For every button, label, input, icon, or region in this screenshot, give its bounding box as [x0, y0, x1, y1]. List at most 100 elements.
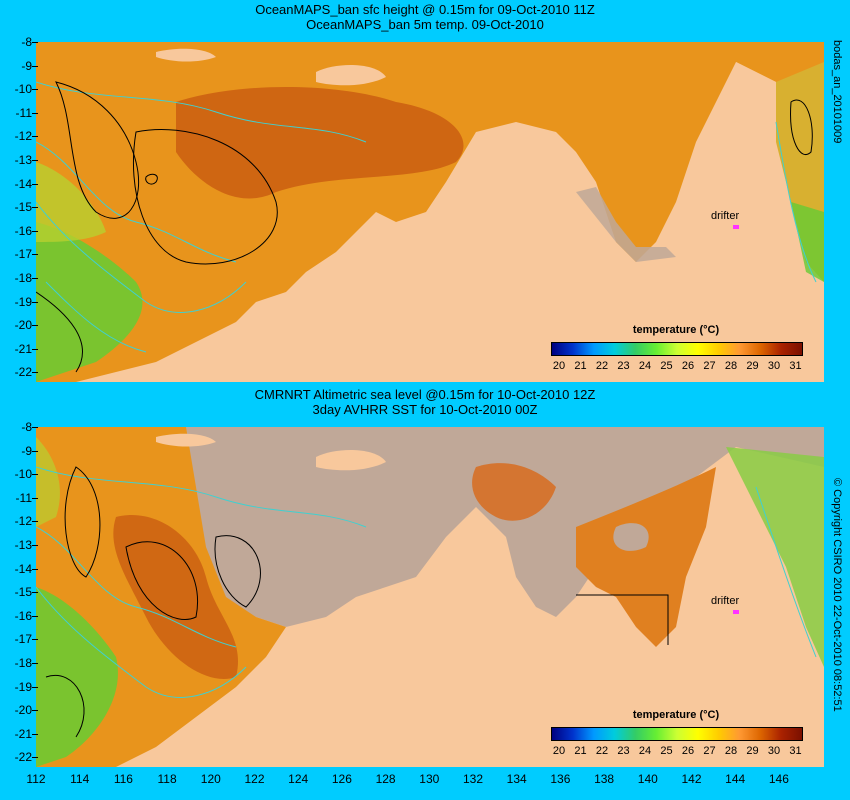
bottom-colorbar-labels: 20 21 22 23 24 25 26 27 28 29 30 31 — [551, 745, 803, 759]
colorbar-tick-label: 25 — [660, 360, 673, 372]
bottom-gulf-nodata — [613, 523, 649, 551]
bottom-ytick-label: -11 — [0, 492, 38, 504]
bottom-east-sea — [726, 447, 824, 667]
top-title-2: OceanMAPS_ban 5m temp. 09-Oct-2010 — [306, 17, 544, 32]
colorbar-tick-label: 31 — [789, 360, 802, 372]
bottom-colorbar — [551, 727, 803, 741]
bottom-map-graphic — [36, 427, 824, 767]
colorbar-tick-label: 22 — [595, 360, 609, 372]
bottom-island-1 — [316, 450, 386, 471]
top-black-contours — [36, 81, 813, 373]
bottom-ocean-cool-sw — [36, 587, 118, 767]
top-ytick-label: -12 — [0, 130, 38, 142]
bottom-ytick-label: -19 — [0, 681, 38, 693]
xtick-label: 144 — [725, 772, 746, 786]
bottom-ytick-label: -20 — [0, 704, 38, 716]
top-map-graphic — [36, 42, 824, 382]
xtick-label: 126 — [331, 772, 352, 786]
bottom-ocean-warm — [113, 515, 239, 679]
top-ytick-label: -10 — [0, 83, 38, 95]
top-ytick-label: -19 — [0, 296, 38, 308]
colorbar-tick-label: 27 — [703, 745, 716, 757]
bottom-ytick-label: -10 — [0, 468, 38, 480]
bottom-ytick-label: -15 — [0, 586, 38, 598]
xtick-label: 112 — [26, 772, 46, 786]
colorbar-tick-label: 31 — [789, 745, 802, 757]
colorbar-tick-label: 29 — [746, 745, 759, 757]
xtick-label: 122 — [244, 772, 265, 786]
xtick-label: 146 — [768, 772, 789, 786]
colorbar-tick-label: 23 — [617, 360, 630, 372]
xtick-label: 120 — [200, 772, 221, 786]
top-drifter-marker[interactable] — [733, 225, 739, 229]
top-island-2 — [156, 48, 216, 62]
top-ytick-label: -9 — [0, 60, 38, 72]
colorbar-tick-label: 26 — [681, 745, 695, 757]
xtick-label: 142 — [681, 772, 702, 786]
top-colorbar-labels: 20 21 22 23 24 25 26 27 28 29 30 31 — [551, 360, 803, 374]
top-drifter-label: drifter — [711, 210, 740, 222]
bottom-drifter-marker[interactable] — [733, 610, 739, 614]
top-island-3 — [736, 62, 776, 142]
top-ytick-label: -14 — [0, 178, 38, 190]
top-colorbar — [551, 342, 803, 356]
bottom-ytick-label: -21 — [0, 728, 38, 740]
colorbar-tick-label: 20 — [552, 360, 566, 372]
colorbar-tick-label: 21 — [574, 360, 587, 372]
bottom-black-contours — [45, 466, 669, 738]
xtick-label: 138 — [594, 772, 615, 786]
colorbar-tick-label: 24 — [638, 360, 652, 372]
bottom-legend-title: temperature (°C) — [632, 709, 720, 721]
bottom-drifter-label: drifter — [711, 595, 740, 607]
colorbar-tick-label: 21 — [574, 745, 587, 757]
top-ocean-cool-w — [36, 162, 106, 242]
colorbar-tick-label: 22 — [595, 745, 609, 757]
top-ocean-cool-sw — [36, 222, 143, 382]
top-cyan-contours — [36, 81, 817, 353]
bottom-title-1: CMRNRT Altimetric sea level @0.15m for 1… — [254, 387, 596, 402]
colorbar-tick-label: 30 — [767, 745, 781, 757]
bottom-ytick-label: -13 — [0, 539, 38, 551]
bottom-map-panel[interactable]: drifter temperature (°C) 20 21 22 23 24 25 26 2… — [36, 427, 824, 767]
bottom-strait-sst — [472, 463, 556, 521]
top-ocean-warm-core — [176, 87, 464, 199]
top-ytick-label: -15 — [0, 201, 38, 213]
xtick-label: 124 — [288, 772, 309, 786]
colorbar-tick-label: 25 — [660, 745, 673, 757]
bottom-ytick-label: -12 — [0, 515, 38, 527]
top-ytick-label: -22 — [0, 366, 38, 378]
colorbar-tick-label: 20 — [552, 745, 566, 757]
colorbar-tick-label: 24 — [638, 745, 652, 757]
bottom-ytick-label: -18 — [0, 657, 38, 669]
xtick-label: 132 — [462, 772, 484, 786]
bottom-ocean-cool-n — [36, 437, 60, 527]
bottom-gulf-sst — [576, 467, 716, 647]
xtick-label: 114 — [70, 772, 90, 786]
top-ocean-east-green — [791, 202, 824, 282]
top-legend-title: temperature (°C) — [632, 324, 720, 336]
xtick-label: 118 — [157, 772, 177, 786]
colorbar-tick-label: 28 — [724, 360, 738, 372]
top-ytick-label: -20 — [0, 319, 38, 331]
top-island-1 — [316, 65, 386, 86]
top-ytick-label: -11 — [0, 107, 38, 119]
colorbar-tick-label: 30 — [767, 360, 781, 372]
top-ytick-label: -16 — [0, 225, 38, 237]
top-title-1: OceanMAPS_ban sfc height @ 0.15m for 09-… — [255, 2, 595, 17]
top-side-label: bodas_an_20101009 — [831, 40, 843, 144]
xtick-label: 128 — [375, 772, 396, 786]
top-shelf — [576, 187, 676, 262]
bottom-ytick-label: -22 — [0, 751, 38, 763]
bottom-ytick-label: -17 — [0, 633, 38, 645]
top-ytick-label: -18 — [0, 272, 38, 284]
top-ytick-label: -21 — [0, 343, 38, 355]
top-ytick-label: -13 — [0, 154, 38, 166]
colorbar-tick-label: 26 — [681, 360, 695, 372]
top-ytick-label: -17 — [0, 248, 38, 260]
colorbar-tick-label: 28 — [724, 745, 738, 757]
top-map-panel[interactable]: drifter temperature (°C) 20 21 22 23 24 25 26 2… — [36, 42, 824, 382]
bottom-title-2: 3day AVHRR SST for 10-Oct-2010 00Z — [312, 402, 538, 417]
colorbar-tick-label: 27 — [703, 360, 716, 372]
colorbar-tick-label: 23 — [617, 745, 630, 757]
bottom-ytick-label: -8 — [0, 421, 38, 433]
